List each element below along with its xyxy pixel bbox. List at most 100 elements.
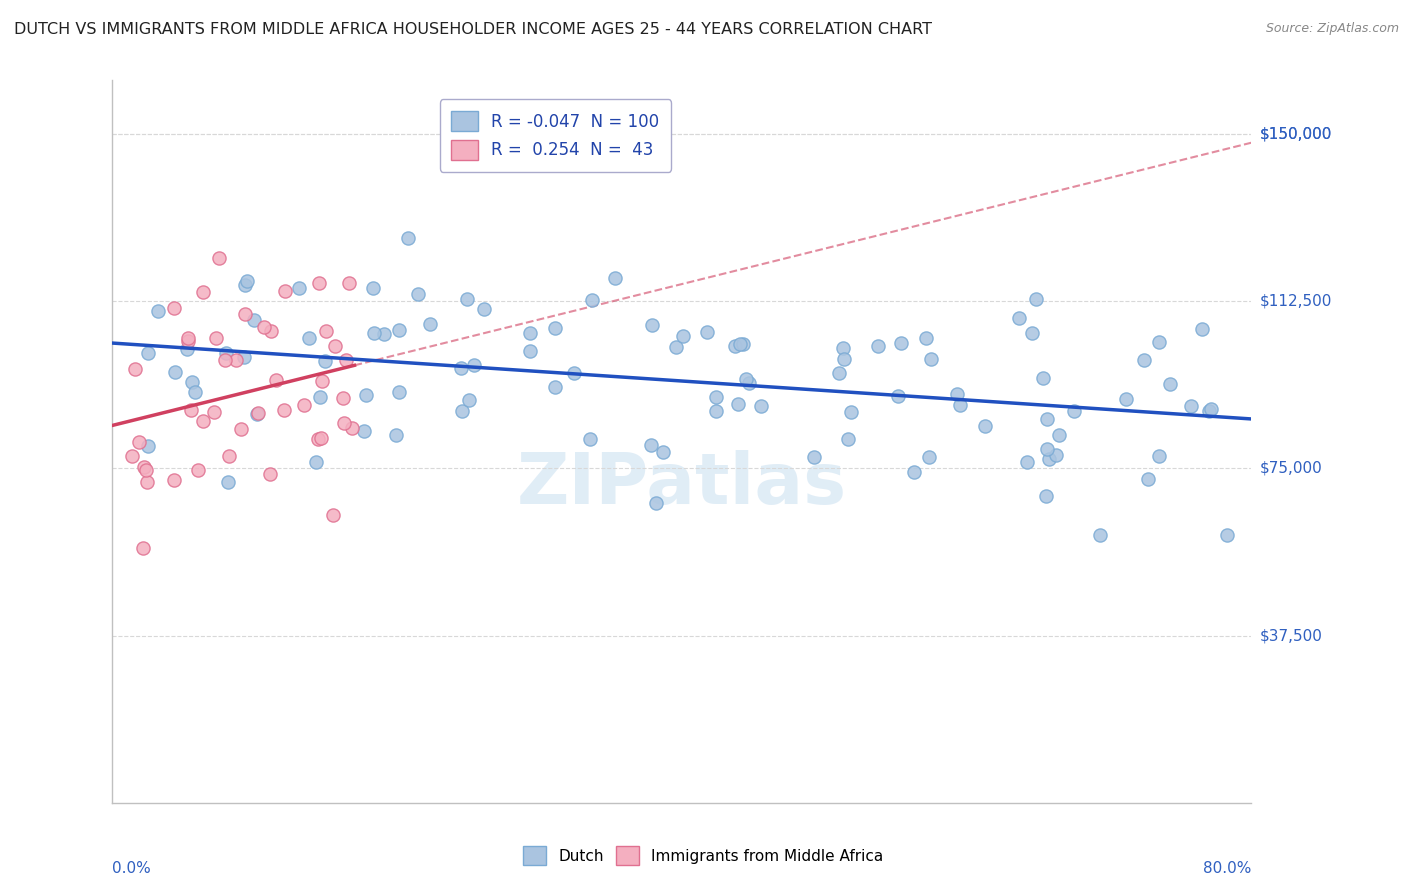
- Point: [419, 317, 441, 331]
- Point: [1191, 322, 1213, 336]
- Point: [243, 313, 266, 327]
- Point: [450, 360, 472, 375]
- Point: [837, 432, 859, 446]
- Point: [727, 397, 749, 411]
- Point: [274, 284, 297, 298]
- Point: [232, 350, 254, 364]
- Text: $112,500: $112,500: [1260, 293, 1333, 309]
- Point: [305, 455, 328, 469]
- Point: [915, 331, 938, 345]
- Point: [264, 373, 287, 387]
- Point: [456, 292, 478, 306]
- Point: [1007, 311, 1029, 326]
- Point: [1198, 404, 1220, 418]
- Point: [519, 343, 541, 358]
- Point: [121, 449, 143, 463]
- Point: [671, 328, 693, 343]
- Point: [696, 325, 718, 339]
- Point: [337, 276, 360, 290]
- Point: [134, 463, 156, 477]
- Point: [973, 419, 995, 434]
- Point: [946, 387, 969, 401]
- Point: [138, 439, 160, 453]
- Point: [1025, 292, 1047, 306]
- Point: [1032, 371, 1054, 385]
- Point: [920, 351, 942, 366]
- Text: Source: ZipAtlas.com: Source: ZipAtlas.com: [1265, 22, 1399, 36]
- Point: [406, 286, 429, 301]
- Point: [704, 390, 727, 404]
- Point: [162, 473, 184, 487]
- Text: DUTCH VS IMMIGRANTS FROM MIDDLE AFRICA HOUSEHOLDER INCOME AGES 25 - 44 YEARS COR: DUTCH VS IMMIGRANTS FROM MIDDLE AFRICA H…: [14, 22, 932, 37]
- Point: [733, 337, 755, 351]
- Point: [1201, 401, 1223, 416]
- Point: [308, 276, 330, 290]
- Point: [605, 270, 627, 285]
- Point: [205, 331, 228, 345]
- Point: [163, 301, 186, 315]
- Point: [396, 231, 419, 245]
- Point: [472, 301, 495, 316]
- Point: [214, 353, 236, 368]
- Point: [948, 398, 970, 412]
- Point: [579, 433, 602, 447]
- Point: [1147, 334, 1170, 349]
- Point: [332, 392, 354, 406]
- Point: [1115, 392, 1137, 407]
- Point: [903, 465, 925, 479]
- Point: [1036, 412, 1059, 426]
- Point: [335, 353, 357, 368]
- Point: [387, 322, 409, 336]
- Point: [1038, 452, 1060, 467]
- Point: [828, 366, 851, 380]
- Point: [704, 404, 727, 418]
- Point: [887, 389, 910, 403]
- Point: [1035, 489, 1057, 503]
- Point: [363, 326, 385, 340]
- Point: [176, 342, 198, 356]
- Point: [749, 399, 772, 413]
- Point: [353, 424, 375, 438]
- Point: [451, 404, 474, 418]
- Point: [215, 346, 238, 360]
- Point: [841, 405, 863, 419]
- Point: [665, 340, 688, 354]
- Point: [202, 405, 225, 419]
- Point: [236, 275, 259, 289]
- Text: 80.0%: 80.0%: [1204, 861, 1251, 876]
- Point: [193, 285, 215, 299]
- Point: [641, 318, 664, 332]
- Point: [308, 433, 330, 447]
- Point: [544, 321, 567, 335]
- Point: [260, 324, 283, 338]
- Point: [373, 327, 395, 342]
- Point: [564, 366, 586, 380]
- Point: [218, 449, 240, 463]
- Point: [803, 450, 825, 464]
- Point: [177, 330, 200, 344]
- Point: [165, 365, 187, 379]
- Point: [581, 293, 603, 307]
- Point: [132, 459, 155, 474]
- Point: [135, 475, 157, 489]
- Point: [1021, 326, 1043, 340]
- Point: [890, 335, 912, 350]
- Point: [128, 434, 150, 449]
- Point: [652, 444, 675, 458]
- Point: [246, 407, 269, 421]
- Point: [308, 390, 330, 404]
- Point: [259, 467, 281, 481]
- Point: [292, 398, 315, 412]
- Point: [866, 339, 889, 353]
- Point: [233, 277, 256, 292]
- Point: [309, 431, 332, 445]
- Point: [148, 303, 170, 318]
- Point: [298, 331, 321, 345]
- Point: [323, 339, 346, 353]
- Text: $150,000: $150,000: [1260, 127, 1333, 141]
- Point: [231, 421, 253, 435]
- Point: [354, 388, 377, 402]
- Point: [183, 384, 205, 399]
- Point: [1147, 450, 1170, 464]
- Point: [124, 361, 146, 376]
